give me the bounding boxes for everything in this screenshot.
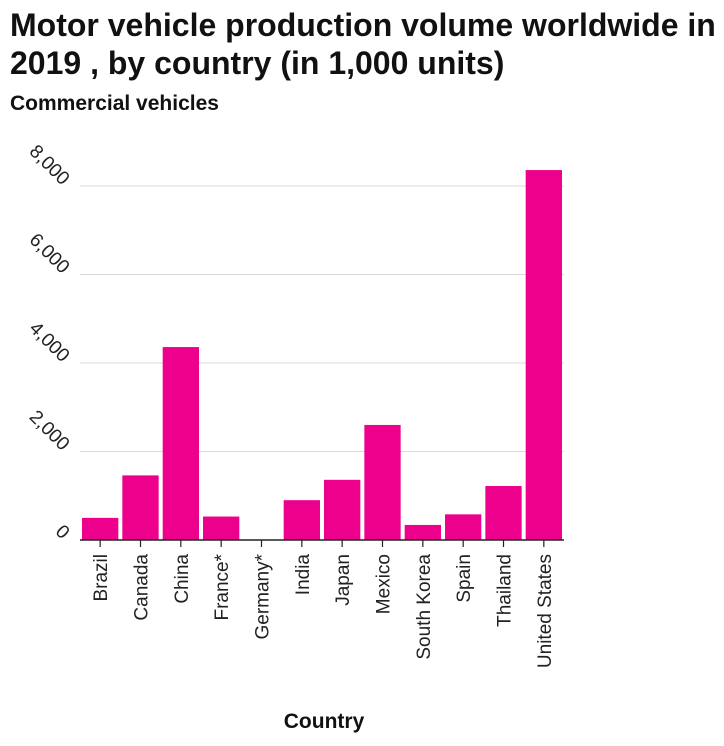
y-tick-labels: 0 2,000 4,000 6,000 8,000	[25, 141, 73, 543]
bar	[324, 479, 361, 540]
x-axis-label: Country	[283, 710, 365, 733]
gridlines	[80, 185, 564, 452]
x-tick-label: Spain	[454, 554, 475, 603]
x-tick-label: India	[293, 554, 314, 596]
x-tick-label: United States	[535, 554, 556, 668]
x-tick-label: Brazil	[91, 554, 112, 602]
bar	[445, 514, 482, 540]
y-tick-label: 4,000	[25, 318, 73, 366]
bar	[525, 170, 562, 540]
bar	[485, 486, 522, 540]
x-tick-label: Thailand	[495, 554, 516, 627]
chart-title: Motor vehicle production volume worldwid…	[10, 7, 716, 81]
x-tick-label: Mexico	[374, 554, 395, 614]
y-tick-label: 6,000	[25, 230, 73, 278]
x-tick-label: France*	[212, 553, 233, 620]
x-tick-label: China	[172, 554, 193, 604]
bar	[283, 500, 320, 540]
x-tick-labels: Brazil Canada China France* Germany* India Jap…	[91, 553, 556, 668]
x-tick-label: Japan	[333, 554, 354, 606]
y-tick-label: 2,000	[25, 407, 73, 455]
bars	[82, 170, 562, 540]
x-tick-label: Canada	[132, 554, 153, 621]
y-tick-label: 8,000	[25, 141, 73, 189]
bar	[203, 516, 240, 540]
bar	[162, 347, 199, 540]
y-axis-label: Commercial vehicles	[10, 92, 219, 115]
x-axis	[80, 539, 564, 547]
bar	[404, 524, 441, 540]
x-tick-label: South Korea	[414, 554, 435, 660]
bar	[364, 424, 401, 540]
bar	[82, 517, 119, 540]
y-tick-label: 0	[51, 521, 73, 543]
x-tick-label: Germany*	[253, 553, 274, 639]
bar	[122, 475, 159, 540]
